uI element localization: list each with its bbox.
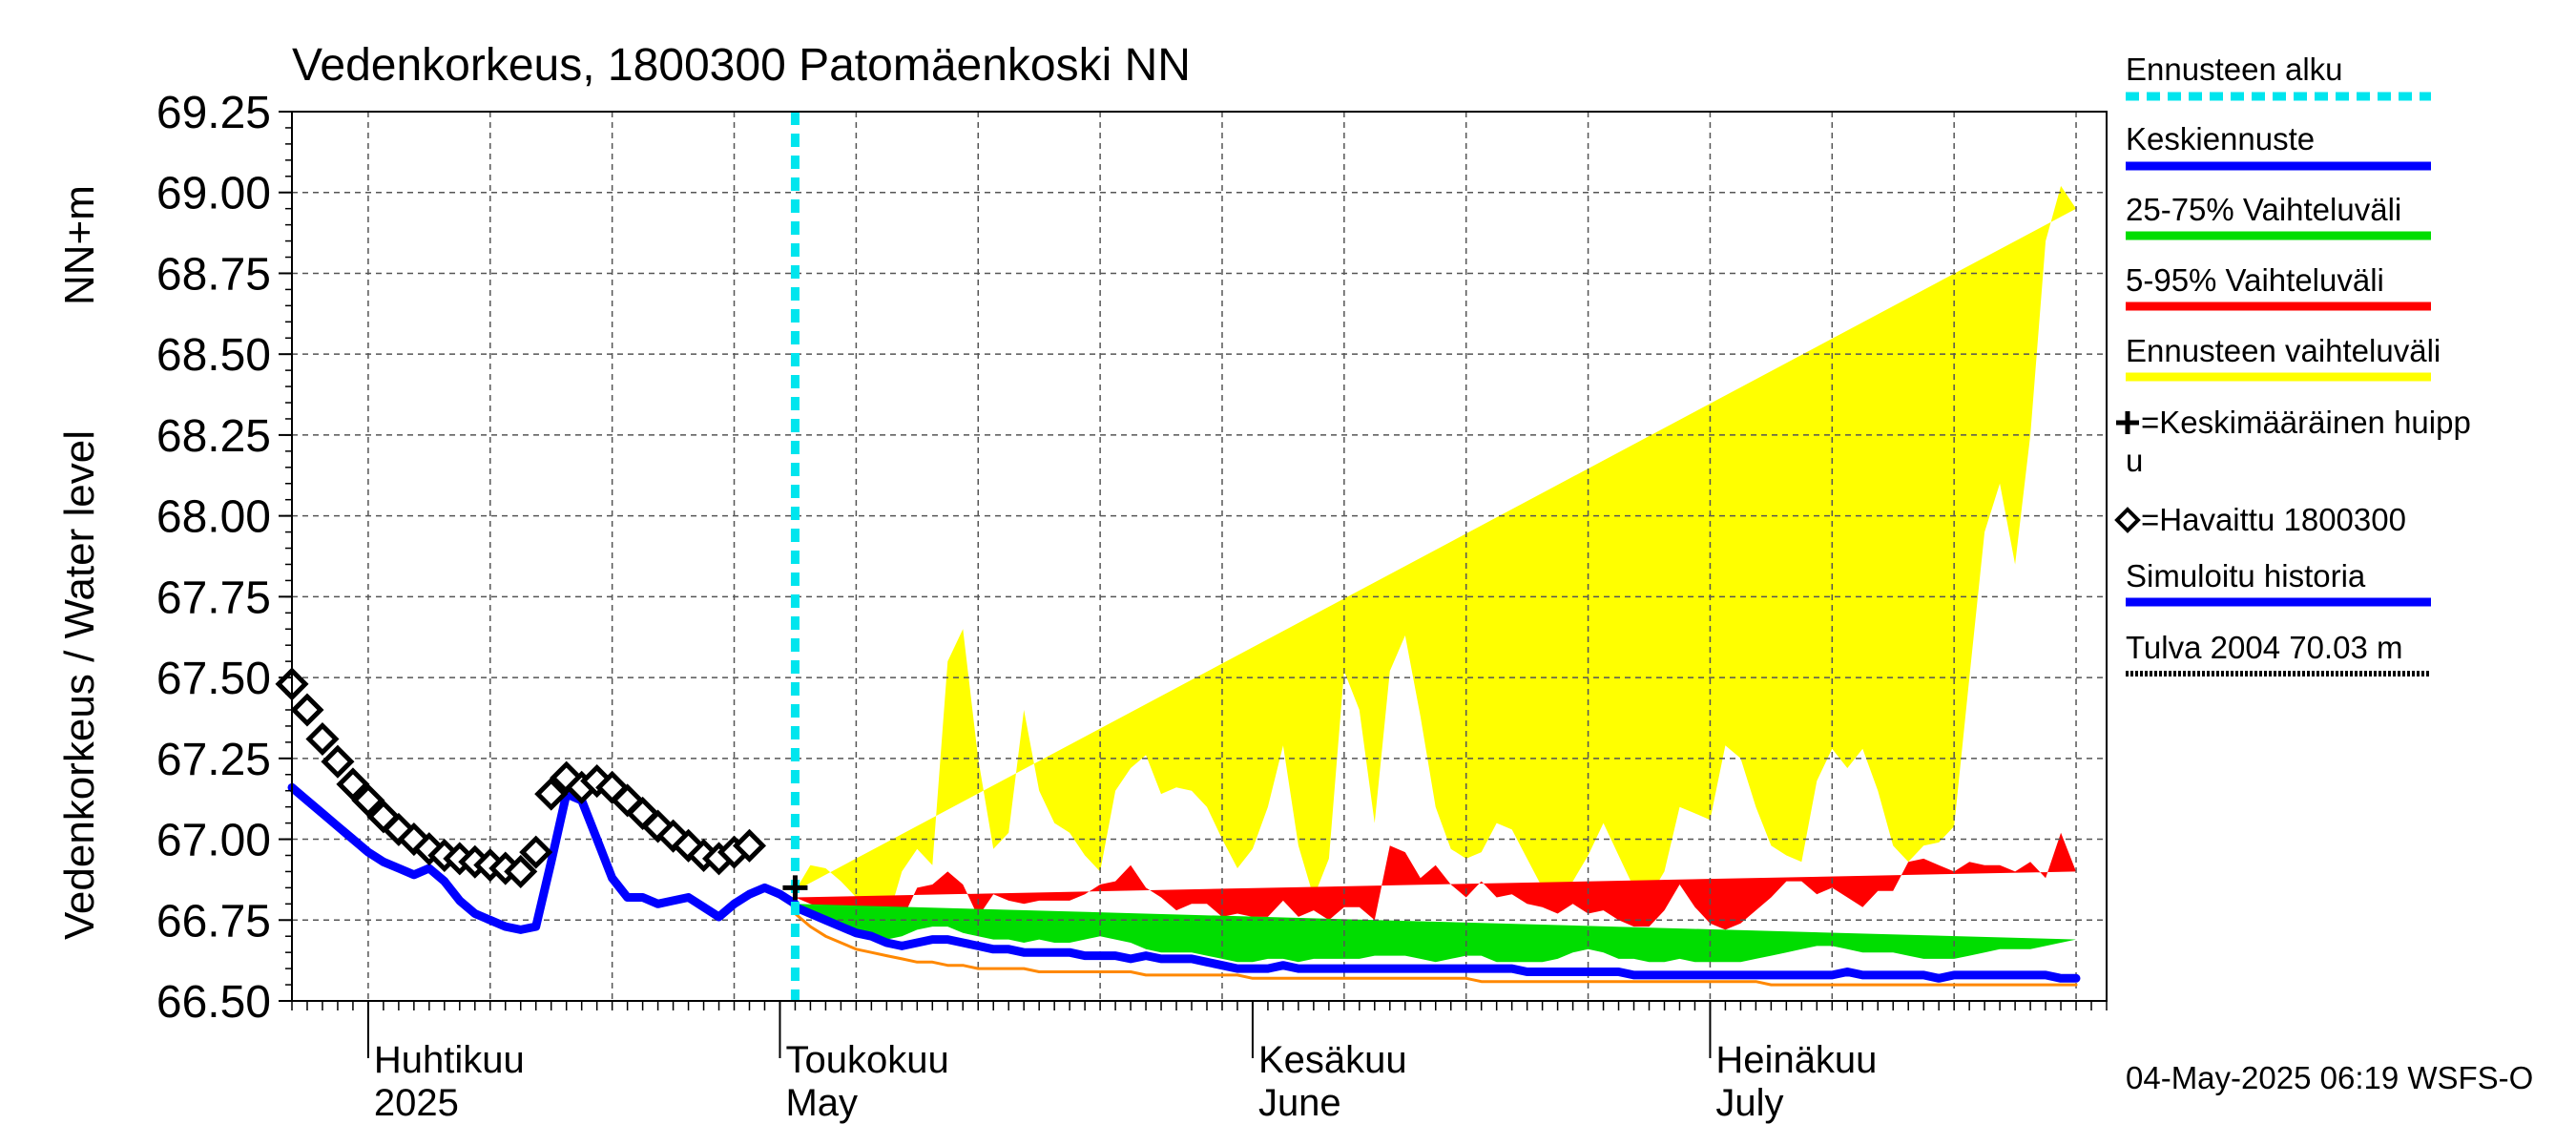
legend-label: Ennusteen alku	[2126, 52, 2343, 87]
observed-point	[336, 767, 370, 802]
legend: Ennusteen alku Keskiennuste 25-75% Vaihtel…	[2114, 52, 2471, 677]
legend-label: 5-95% Vaihteluväli	[2126, 262, 2384, 298]
observed-point	[504, 854, 538, 888]
series	[275, 112, 2081, 1001]
legend-label: =Havaittu 1800300	[2141, 502, 2406, 537]
x-month-sublabel: May	[785, 1082, 858, 1124]
x-month-sublabel: 2025	[374, 1082, 459, 1124]
plot-frame	[291, 111, 2108, 1002]
x-month-sublabel: June	[1258, 1082, 1341, 1124]
x-month-sublabel: July	[1715, 1082, 1783, 1124]
legend-plus-symbol	[2116, 411, 2139, 434]
forecast-range-band	[795, 185, 2076, 924]
mean-peak-marker	[782, 875, 808, 901]
observed-point	[580, 764, 614, 799]
y-tick-label: 67.75	[156, 572, 271, 623]
y-tick-label: 67.25	[156, 735, 271, 785]
y-tick-label: 68.25	[156, 411, 271, 462]
legend-label: Keskiennuste	[2126, 121, 2315, 156]
observed-point	[290, 693, 324, 727]
legend-label: Simuloitu historia	[2126, 558, 2366, 593]
observed-point	[641, 809, 675, 843]
y-tick-label: 66.50	[156, 977, 271, 1028]
y-tick-label: 67.00	[156, 816, 271, 866]
observed-point	[412, 832, 447, 866]
chart-title: Vedenkorkeus, 1800300 Patomäenkoski NN	[292, 40, 1191, 91]
simulated-history-line	[287, 782, 800, 934]
observed-point	[321, 744, 355, 779]
mean-forecast-line	[790, 903, 2081, 983]
y-axis-unit: NN+m	[56, 185, 103, 305]
y-tick-label: 68.00	[156, 492, 271, 543]
observed-point	[672, 828, 706, 863]
y-axis: 66.50 66.75 67.00 67.25 67.50 67.75 68.00 68.25…	[156, 88, 292, 1028]
legend-label: 25-75% Vaihteluväli	[2126, 192, 2401, 227]
legend-label: Ennusteen vaihteluväli	[2126, 333, 2441, 368]
y-axis-label: Vedenkorkeus / Water level	[56, 430, 103, 940]
footer-timestamp: 04-May-2025 06:19 WSFS-O	[2126, 1060, 2533, 1095]
y-tick-label: 69.00	[156, 169, 271, 219]
y-tick-label: 68.50	[156, 330, 271, 381]
p5-95-band	[795, 832, 2076, 937]
x-month-label: Toukokuu	[785, 1039, 948, 1081]
legend-label: Tulva 2004 70.03 m	[2126, 630, 2402, 665]
observed-point	[305, 721, 340, 757]
legend-label: =Keskimääräinen huipp	[2141, 405, 2471, 440]
observed-point	[519, 835, 553, 869]
x-month-label: Huhtikuu	[374, 1039, 525, 1081]
y-tick-label: 66.75	[156, 896, 271, 947]
p25-75-band	[795, 904, 2076, 963]
observed-point	[534, 777, 569, 811]
legend-label-cont: u	[2126, 443, 2143, 478]
y-tick-label: 69.25	[156, 88, 271, 138]
x-month-label: Kesäkuu	[1258, 1039, 1407, 1081]
x-month-label: Heinäkuu	[1715, 1039, 1877, 1081]
p5-edge-line	[793, 912, 2078, 987]
observed-point	[732, 828, 767, 863]
grid	[292, 111, 2107, 1002]
y-tick-label: 68.75	[156, 249, 271, 300]
observed-point	[351, 783, 385, 818]
y-tick-label: 67.50	[156, 654, 271, 704]
legend-diamond-symbol	[2114, 507, 2141, 533]
plot-area	[795, 185, 2076, 963]
